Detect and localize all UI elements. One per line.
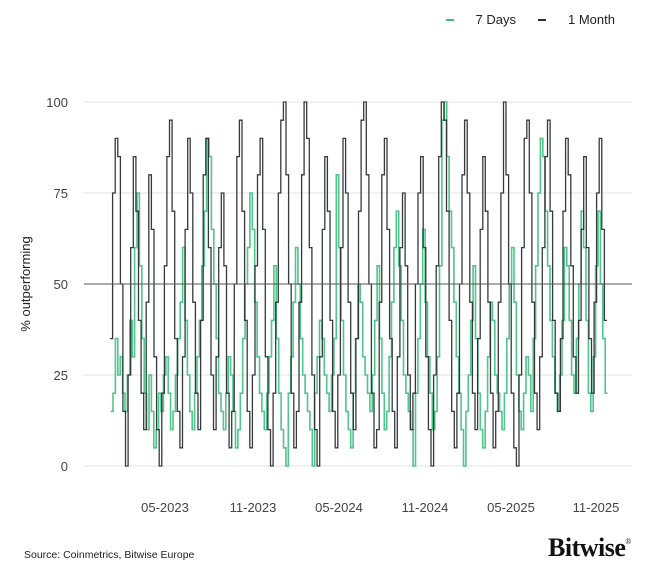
logo-text: Bitwise xyxy=(548,533,626,562)
x-tick-11-2025: 11-2025 xyxy=(572,500,620,515)
legend-swatch-1-month xyxy=(538,18,547,21)
chart-legend: 7 Days 1 Month xyxy=(445,12,615,27)
y-tick-50: 50 xyxy=(53,277,68,292)
y-tick-0: 0 xyxy=(60,459,68,474)
legend-swatch-7-days xyxy=(445,18,454,21)
x-tick-05-2024: 05-2024 xyxy=(315,500,363,515)
x-tick-11-2024: 11-2024 xyxy=(401,500,449,515)
legend-label-1-month: 1 Month xyxy=(568,12,615,27)
y-tick-25: 25 xyxy=(53,368,68,383)
x-tick-05-2023: 05-2023 xyxy=(141,500,189,515)
legend-item-7-days: 7 Days xyxy=(445,12,517,27)
bitwise-logo: Bitwise® xyxy=(548,533,631,563)
y-axis-label: % outperforming xyxy=(18,236,34,332)
legend-label-7-days: 7 Days xyxy=(475,12,517,27)
legend-item-1-month: 1 Month xyxy=(538,12,615,27)
x-tick-05-2025: 05-2025 xyxy=(487,500,535,515)
source-note: Source: Coinmetrics, Bitwise Europe xyxy=(24,549,195,561)
y-tick-100: 100 xyxy=(46,95,68,110)
registered-mark: ® xyxy=(625,537,631,546)
y-tick-75: 75 xyxy=(53,186,68,201)
x-tick-11-2023: 11-2023 xyxy=(229,500,277,515)
